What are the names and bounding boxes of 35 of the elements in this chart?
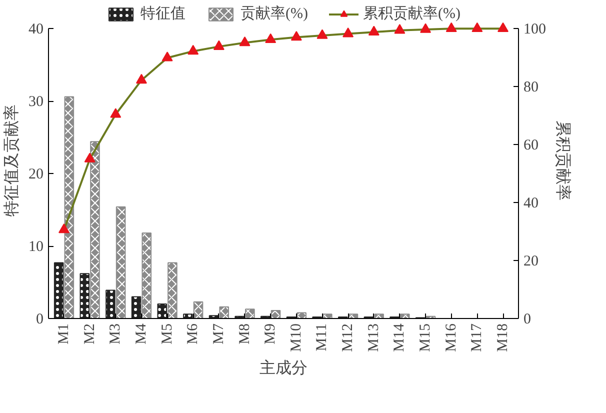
x-tick-label: M8 xyxy=(236,323,253,344)
x-tick-label: M9 xyxy=(262,323,279,344)
y2-axis-title: 累积贡献率 xyxy=(554,120,572,200)
y2-tick-label: 0 xyxy=(524,312,531,328)
legend-label: 累积贡献率(%) xyxy=(363,4,460,23)
x-tick-label: M14 xyxy=(392,323,408,352)
legend-label: 特征值 xyxy=(140,4,186,23)
x-tick-label: M11 xyxy=(314,324,330,352)
x-tick-label: M10 xyxy=(288,323,304,352)
y2-tick-label: 60 xyxy=(524,138,538,154)
x-tick-label: M2 xyxy=(82,323,98,344)
x-tick-label: M7 xyxy=(210,323,227,344)
y-tick-label: 40 xyxy=(28,22,44,38)
x-tick-label: M18 xyxy=(495,323,512,352)
y-tick-label: 30 xyxy=(28,94,44,110)
y-tick-label: 10 xyxy=(28,239,44,256)
x-axis-title: 主成分 xyxy=(260,358,308,377)
x-tick-label: M3 xyxy=(108,323,124,344)
x-tick-label: M15 xyxy=(418,323,434,352)
x-tick-label: M13 xyxy=(366,323,382,352)
legend-label: 贡献率(%) xyxy=(240,4,308,23)
y-tick-label: 0 xyxy=(36,312,44,328)
x-tick-label: M12 xyxy=(340,323,356,352)
x-tick-label: M16 xyxy=(443,323,460,352)
y-axis-title: 特征值及贡献率 xyxy=(2,104,20,216)
x-tick-label: M6 xyxy=(185,323,202,344)
y2-tick-label: 80 xyxy=(524,80,538,96)
x-tick-label: M5 xyxy=(159,323,176,344)
y2-tick-label: 100 xyxy=(524,22,546,38)
x-tick-label: M1 xyxy=(56,323,72,344)
y2-tick-label: 20 xyxy=(524,254,538,270)
x-tick-label: M4 xyxy=(133,323,150,344)
y-tick-label: 20 xyxy=(28,166,44,183)
x-tick-label: M17 xyxy=(469,323,486,352)
y2-tick-label: 40 xyxy=(524,196,538,212)
